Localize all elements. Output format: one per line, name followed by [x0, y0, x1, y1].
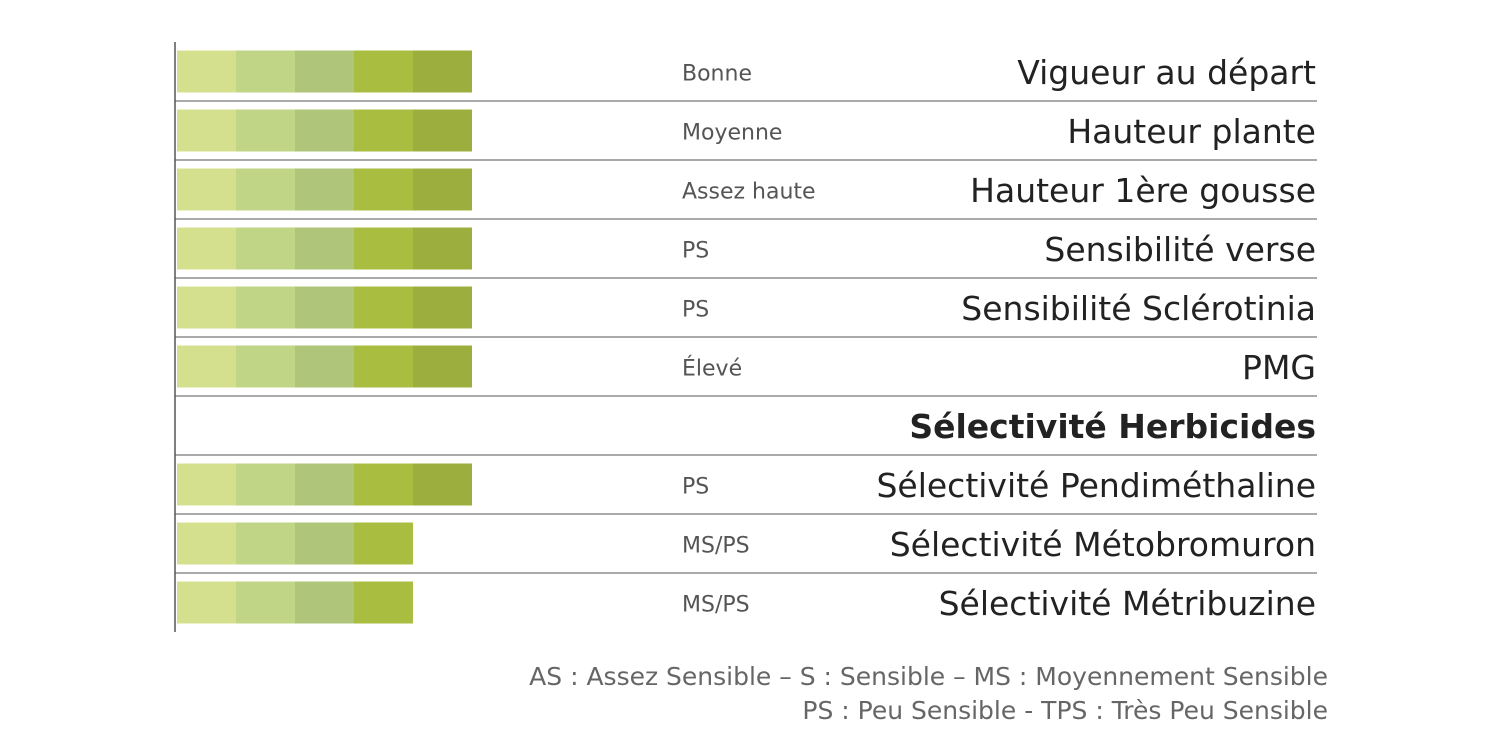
- rating-label: PS: [682, 475, 709, 500]
- category-label: Sensibilité Sclérotinia: [961, 289, 1316, 328]
- category-label: Sensibilité verse: [1044, 230, 1316, 269]
- rating-label: Moyenne: [682, 121, 782, 146]
- category-label: Sélectivité Métribuzine: [939, 584, 1316, 623]
- rating-bar: [177, 168, 472, 211]
- bar-segment: [354, 109, 413, 152]
- legend-note: PS : Peu Sensible - TPS : Très Peu Sensi…: [802, 696, 1328, 725]
- rating-bar: [177, 463, 472, 506]
- rating-label: MS/PS: [682, 593, 750, 618]
- bar-segment: [236, 345, 295, 388]
- bar-segment: [354, 168, 413, 211]
- bar-segment: [295, 463, 354, 506]
- rating-bar: [177, 522, 413, 565]
- bar-segment: [413, 109, 472, 152]
- bar-segment: [354, 50, 413, 93]
- bar-segment: [295, 286, 354, 329]
- bar-segment: [177, 227, 236, 270]
- bar-segment: [413, 345, 472, 388]
- bar-segment: [177, 109, 236, 152]
- rating-bar: [177, 50, 472, 93]
- legend-note: AS : Assez Sensible – S : Sensible – MS …: [529, 662, 1328, 691]
- bar-segment: [354, 581, 413, 624]
- category-label: Sélectivité Herbicides: [909, 407, 1316, 446]
- rating-label: PS: [682, 239, 709, 264]
- rating-label: MS/PS: [682, 534, 750, 559]
- rating-bar: [177, 345, 472, 388]
- category-label: Hauteur 1ère gousse: [970, 171, 1316, 210]
- bar-segment: [177, 463, 236, 506]
- category-label: Sélectivité Métobromuron: [890, 525, 1316, 564]
- bar-segment: [177, 50, 236, 93]
- bar-segment: [354, 227, 413, 270]
- bar-segment: [177, 168, 236, 211]
- rating-bar: [177, 286, 472, 329]
- category-label: Sélectivité Pendiméthaline: [876, 466, 1316, 505]
- bar-segment: [236, 109, 295, 152]
- rating-label: PS: [682, 298, 709, 323]
- rating-bar: [177, 109, 472, 152]
- bar-segment: [295, 109, 354, 152]
- bar-segment: [236, 581, 295, 624]
- bar-segment: [177, 286, 236, 329]
- rating-bar: [177, 227, 472, 270]
- bar-segment: [177, 345, 236, 388]
- bar-segment: [236, 227, 295, 270]
- bar-segment: [295, 168, 354, 211]
- rating-bar: [177, 581, 413, 624]
- bar-segment: [177, 581, 236, 624]
- category-label: PMG: [1242, 348, 1316, 387]
- rating-label: Assez haute: [682, 180, 816, 205]
- bar-segment: [354, 345, 413, 388]
- category-label: Hauteur plante: [1067, 112, 1316, 151]
- bar-segment: [413, 50, 472, 93]
- bar-segment: [295, 227, 354, 270]
- bar-segment: [295, 522, 354, 565]
- bar-segment: [413, 463, 472, 506]
- bar-segment: [236, 168, 295, 211]
- bar-segment: [295, 50, 354, 93]
- bar-segment: [236, 463, 295, 506]
- bar-segment: [413, 227, 472, 270]
- bar-segment: [236, 50, 295, 93]
- rating-label: Élevé: [682, 356, 742, 382]
- bar-segment: [413, 286, 472, 329]
- bar-segment: [295, 345, 354, 388]
- category-label: Vigueur au départ: [1017, 53, 1316, 92]
- bar-segment: [354, 463, 413, 506]
- bar-segment: [236, 522, 295, 565]
- bar-segment: [354, 522, 413, 565]
- bar-segment: [413, 168, 472, 211]
- bar-segment: [354, 286, 413, 329]
- rating-label: Bonne: [682, 62, 752, 87]
- bar-segment: [177, 522, 236, 565]
- bar-segment: [236, 286, 295, 329]
- bar-segment: [295, 581, 354, 624]
